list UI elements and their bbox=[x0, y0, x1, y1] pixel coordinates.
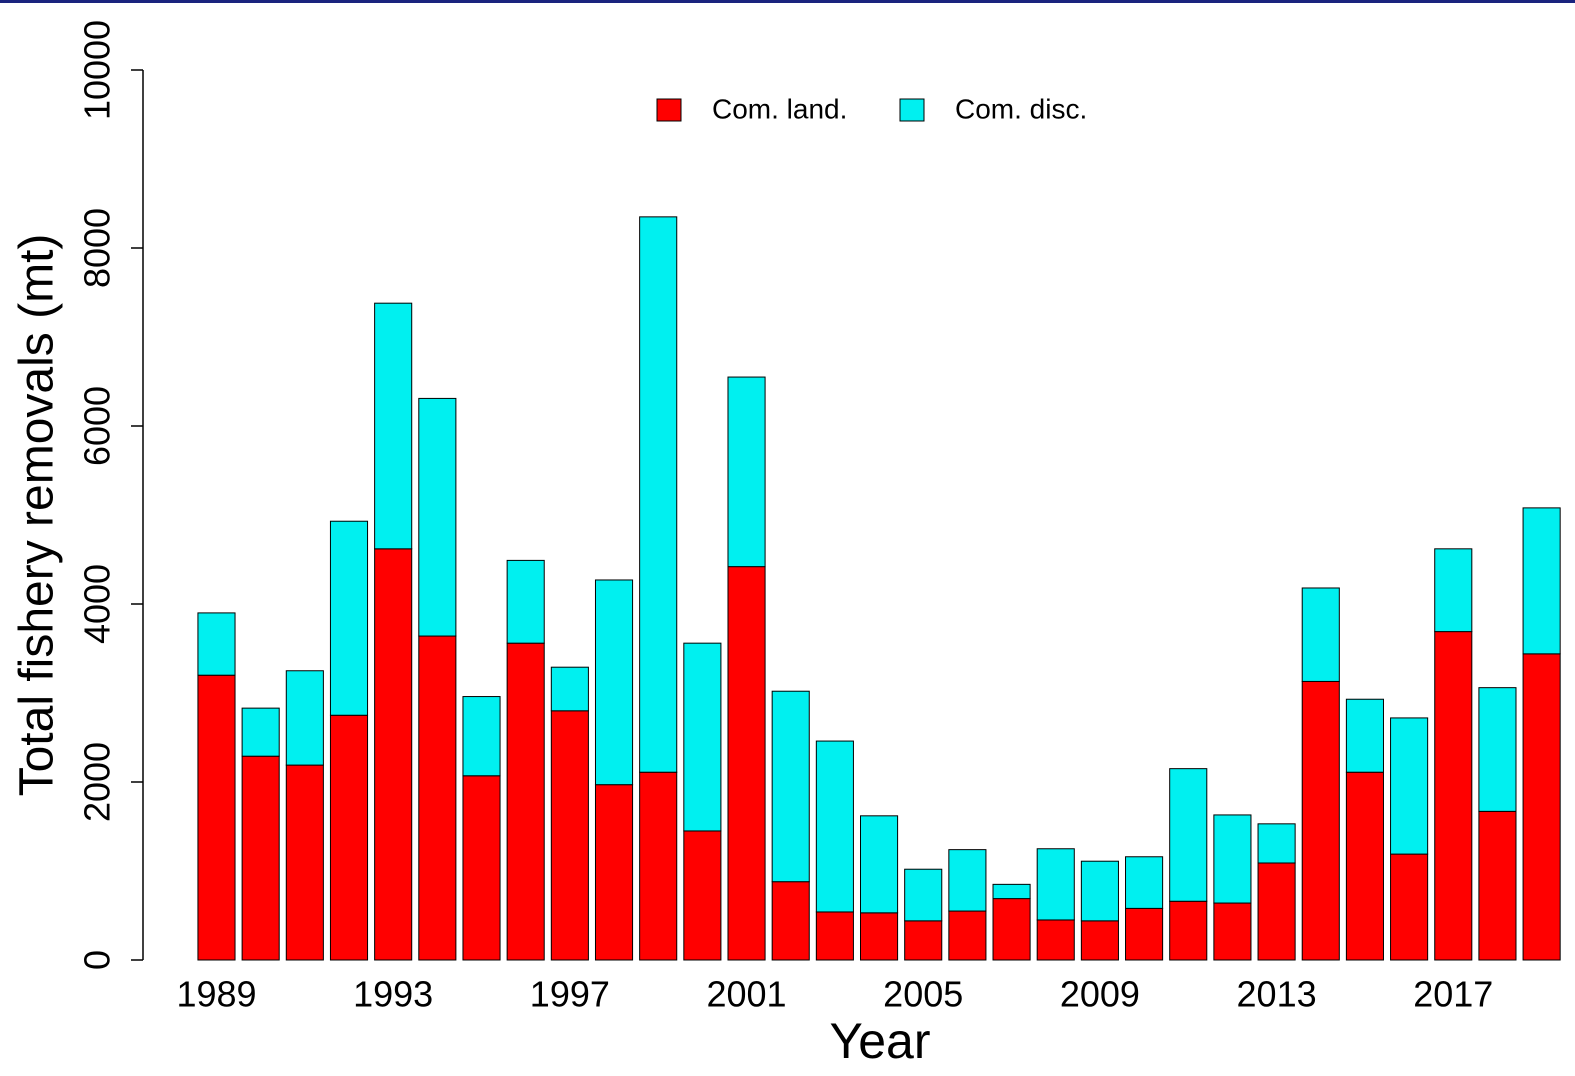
bar-segment bbox=[594, 784, 634, 961]
bar-segment bbox=[506, 642, 545, 961]
bar-segment bbox=[1345, 698, 1384, 773]
legend-label: Com. disc. bbox=[955, 93, 1087, 124]
bar-segment bbox=[329, 520, 369, 716]
bar-segment bbox=[285, 764, 324, 961]
bar-segment bbox=[1036, 919, 1075, 961]
legend-swatch bbox=[899, 98, 925, 122]
bar-segment bbox=[1169, 900, 1208, 961]
bar-segment bbox=[1345, 771, 1384, 961]
bar-segment bbox=[992, 883, 1031, 900]
bar-segment bbox=[683, 830, 722, 961]
x-tick-label: 2009 bbox=[1060, 974, 1140, 1015]
x-tick-label: 2005 bbox=[883, 974, 963, 1015]
bar-segment bbox=[815, 740, 854, 913]
bar-segment bbox=[1125, 856, 1164, 909]
bar-segment bbox=[1434, 631, 1473, 961]
bar-segment bbox=[241, 755, 280, 961]
bar-segment bbox=[815, 911, 854, 961]
bar-segment bbox=[1478, 810, 1517, 961]
bar-segment bbox=[1213, 814, 1252, 904]
bar-segment bbox=[904, 920, 943, 961]
bar-segment bbox=[1301, 587, 1340, 682]
y-tick-label: 6000 bbox=[77, 386, 118, 466]
bar-segment bbox=[948, 849, 987, 912]
bar-segment bbox=[285, 670, 324, 766]
bar-segment bbox=[727, 566, 766, 961]
bar-segment bbox=[639, 216, 678, 773]
bar-segment bbox=[418, 397, 457, 637]
bar-segment bbox=[1390, 717, 1429, 855]
bar-segment bbox=[374, 302, 413, 550]
x-tick-label: 1997 bbox=[530, 974, 610, 1015]
bar-segment bbox=[506, 559, 545, 644]
bar-segment bbox=[197, 612, 236, 676]
bar-segment bbox=[727, 376, 766, 568]
legend-label: Com. land. bbox=[712, 93, 847, 124]
bar-segment bbox=[1390, 853, 1429, 961]
x-tick-label: 2017 bbox=[1413, 974, 1493, 1015]
bar-segment bbox=[1257, 862, 1296, 961]
y-tick-label: 10000 bbox=[77, 20, 118, 120]
y-tick-label: 4000 bbox=[77, 564, 118, 644]
bar-segment bbox=[771, 881, 810, 961]
bar-segment bbox=[1080, 860, 1119, 922]
bar-segment bbox=[1301, 680, 1340, 961]
bar-segment bbox=[1169, 768, 1208, 902]
x-axis-title: Year bbox=[829, 1013, 930, 1069]
y-tick-label: 8000 bbox=[77, 208, 118, 288]
bar-segment bbox=[639, 771, 678, 961]
bar-segment bbox=[859, 815, 899, 914]
bar-segment bbox=[1522, 507, 1561, 655]
bar-segment bbox=[904, 868, 943, 922]
bar-segment bbox=[1434, 548, 1473, 633]
bar-segment bbox=[550, 710, 589, 961]
y-tick-label: 0 bbox=[77, 950, 118, 970]
bar-segment bbox=[1478, 687, 1517, 812]
bar-segment bbox=[241, 707, 280, 757]
bar-segment bbox=[329, 714, 369, 961]
bar-segment bbox=[1125, 907, 1164, 961]
x-tick-label: 2001 bbox=[706, 974, 786, 1015]
bar-segment bbox=[462, 775, 501, 961]
bar-segment bbox=[992, 898, 1031, 961]
bar-segment bbox=[683, 642, 722, 832]
bar-segment bbox=[1036, 848, 1075, 921]
bar-segment bbox=[197, 674, 236, 961]
bar-segment bbox=[1522, 653, 1561, 961]
y-axis-title: Total fishery removals (mt) bbox=[11, 234, 64, 797]
top-border bbox=[0, 0, 1575, 3]
bar-segment bbox=[1080, 920, 1119, 961]
bar-segment bbox=[462, 696, 501, 777]
bar-segment bbox=[374, 548, 413, 961]
x-tick-label: 1993 bbox=[353, 974, 433, 1015]
legend-swatch bbox=[656, 98, 682, 122]
bar-segment bbox=[1213, 902, 1252, 961]
bar-segment bbox=[418, 635, 457, 961]
bar-segment bbox=[1257, 823, 1296, 864]
x-tick-label: 2013 bbox=[1237, 974, 1317, 1015]
bar-segment bbox=[550, 666, 589, 712]
bar-segment bbox=[594, 579, 634, 786]
bar-segment bbox=[771, 690, 810, 883]
y-tick-label: 2000 bbox=[77, 742, 118, 822]
bar-segment bbox=[948, 910, 987, 961]
bar-segment bbox=[859, 912, 899, 961]
x-tick-label: 1989 bbox=[176, 974, 256, 1015]
